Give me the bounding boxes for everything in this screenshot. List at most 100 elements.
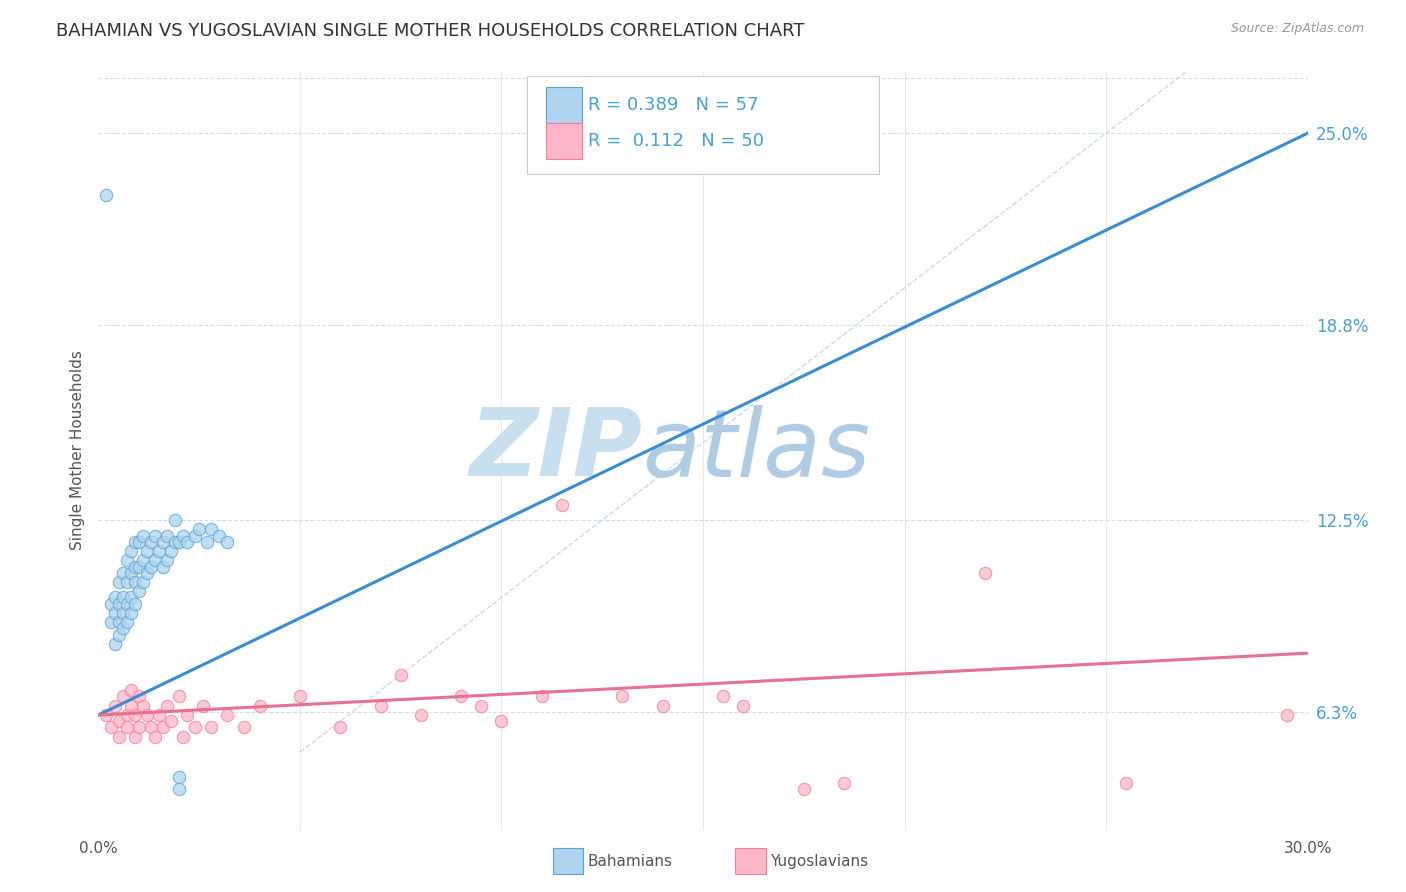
Point: [193, 698, 215, 713]
Point: [163, 534, 186, 549]
Point: [124, 534, 146, 549]
Point: [120, 698, 142, 713]
Point: [530, 690, 553, 704]
Point: [139, 559, 162, 574]
Point: [551, 498, 574, 512]
Point: [1115, 776, 1137, 790]
Point: [115, 615, 138, 630]
Point: [733, 698, 755, 713]
Point: [107, 615, 129, 630]
Point: [103, 591, 125, 605]
Text: atlas: atlas: [643, 405, 870, 496]
Point: [107, 730, 129, 744]
Point: [115, 553, 138, 567]
Point: [160, 544, 183, 558]
Point: [124, 597, 146, 611]
Point: [195, 534, 218, 549]
Point: [103, 698, 125, 713]
Point: [120, 683, 142, 698]
Point: [96, 708, 118, 723]
Point: [167, 690, 190, 704]
Point: [152, 534, 174, 549]
Point: [232, 721, 254, 735]
Point: [135, 544, 157, 558]
Point: [111, 606, 134, 620]
Point: [115, 721, 138, 735]
Point: [651, 698, 673, 713]
Point: [128, 690, 150, 704]
Point: [128, 584, 150, 599]
Point: [124, 730, 146, 744]
Point: [160, 714, 183, 729]
Point: [120, 591, 142, 605]
Point: [208, 528, 231, 542]
Point: [132, 553, 155, 567]
Point: [711, 690, 734, 704]
Point: [128, 721, 150, 735]
Point: [176, 534, 198, 549]
Point: [128, 534, 150, 549]
Point: [612, 690, 634, 704]
Text: BAHAMIAN VS YUGOSLAVIAN SINGLE MOTHER HOUSEHOLDS CORRELATION CHART: BAHAMIAN VS YUGOSLAVIAN SINGLE MOTHER HO…: [56, 22, 804, 40]
Point: [176, 708, 198, 723]
Point: [103, 606, 125, 620]
Point: [152, 721, 174, 735]
Point: [167, 534, 190, 549]
Point: [143, 730, 166, 744]
Point: [100, 615, 122, 630]
Point: [184, 721, 207, 735]
Point: [120, 606, 142, 620]
Point: [370, 698, 392, 713]
Text: R =  0.112   N = 50: R = 0.112 N = 50: [588, 132, 763, 150]
Point: [124, 708, 146, 723]
Text: ZIP: ZIP: [470, 404, 643, 497]
Point: [139, 534, 162, 549]
Point: [100, 597, 122, 611]
Point: [148, 544, 170, 558]
Point: [389, 668, 412, 682]
Point: [163, 513, 186, 527]
Point: [200, 522, 222, 536]
Point: [832, 776, 855, 790]
Text: R = 0.389   N = 57: R = 0.389 N = 57: [588, 96, 758, 114]
Point: [111, 591, 134, 605]
Point: [974, 566, 997, 580]
Point: [132, 574, 155, 589]
Point: [156, 553, 179, 567]
Point: [217, 708, 239, 723]
Point: [124, 574, 146, 589]
Point: [111, 566, 134, 580]
Point: [132, 698, 155, 713]
Point: [329, 721, 352, 735]
Point: [100, 721, 122, 735]
Point: [115, 574, 138, 589]
Point: [249, 698, 271, 713]
Point: [172, 528, 194, 542]
Point: [139, 721, 162, 735]
Y-axis label: Single Mother Households: Single Mother Households: [70, 351, 86, 550]
Point: [120, 566, 142, 580]
Point: [111, 690, 134, 704]
Point: [188, 522, 211, 536]
Point: [132, 528, 155, 542]
Point: [156, 698, 179, 713]
Point: [148, 708, 170, 723]
Point: [143, 553, 166, 567]
Point: [107, 597, 129, 611]
Point: [152, 559, 174, 574]
Point: [111, 621, 134, 635]
Point: [156, 528, 179, 542]
Point: [167, 782, 190, 797]
Point: [107, 627, 129, 641]
Point: [143, 528, 166, 542]
Text: Bahamians: Bahamians: [588, 855, 672, 869]
Point: [103, 637, 125, 651]
Point: [107, 714, 129, 729]
Point: [167, 770, 190, 784]
Point: [128, 559, 150, 574]
Point: [470, 698, 492, 713]
Point: [200, 721, 222, 735]
Point: [124, 559, 146, 574]
Point: [184, 528, 207, 542]
Point: [115, 597, 138, 611]
